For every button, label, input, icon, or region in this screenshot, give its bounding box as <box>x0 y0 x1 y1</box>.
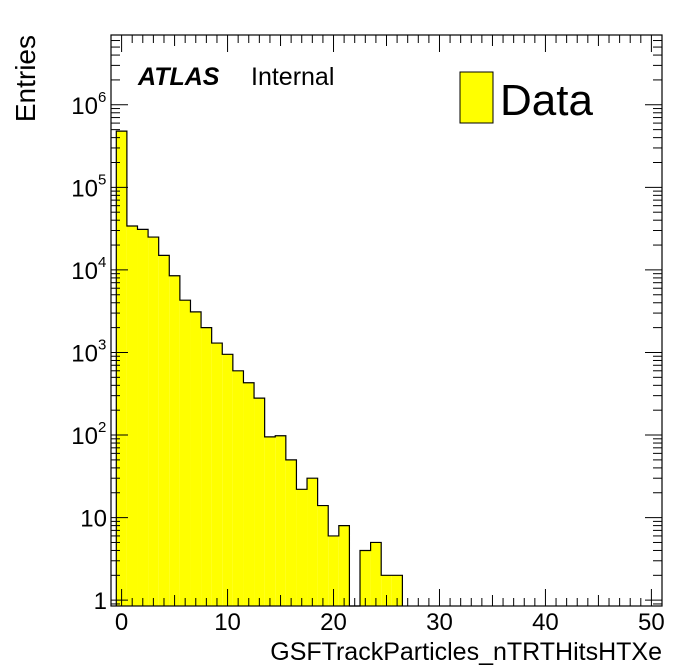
y-tick-label: 1 <box>94 588 107 615</box>
histogram-bar <box>243 382 255 606</box>
histogram-bar <box>222 354 233 606</box>
histogram-bar <box>179 300 191 606</box>
histogram-bar <box>137 229 149 606</box>
y-tick-exponent: 4 <box>98 254 106 271</box>
legend-entry-data: Data <box>500 76 593 125</box>
y-tick-exponent: 5 <box>98 171 106 188</box>
y-tick-label: 10 <box>71 423 98 450</box>
x-tick-label: 10 <box>214 609 241 636</box>
x-tick-label: 20 <box>320 609 347 636</box>
y-tick-label: 10 <box>71 258 98 285</box>
histogram-bar <box>285 459 297 606</box>
x-tick-label: 50 <box>638 609 665 636</box>
histogram-bar <box>264 436 276 606</box>
histogram-bar <box>190 311 202 606</box>
histogram-bar <box>338 525 350 606</box>
histogram-bar <box>201 327 212 606</box>
x-tick-label: 0 <box>115 609 128 636</box>
histogram-bar <box>148 237 159 606</box>
histogram-bar <box>381 575 392 606</box>
x-tick-label: 40 <box>532 609 559 636</box>
histogram-bar <box>169 275 180 606</box>
y-tick-label: 10 <box>71 93 98 120</box>
y-tick-label: 10 <box>71 175 98 202</box>
histogram-bar <box>211 343 223 606</box>
x-tick-labels: 0 10 20 30 40 50 <box>115 609 665 636</box>
histogram-bar <box>296 489 308 606</box>
axis-ticks <box>110 34 663 606</box>
histogram-bar <box>126 226 138 606</box>
y-tick-exponent: 2 <box>98 419 106 436</box>
internal-label: Internal <box>251 63 334 91</box>
histogram-bar <box>158 255 170 606</box>
plot-frame <box>110 34 663 607</box>
histogram-bar <box>391 575 403 606</box>
atlas-label: ATLAS <box>137 63 220 91</box>
histogram-bar <box>317 505 329 606</box>
histogram-bar <box>275 435 286 606</box>
y-tick-exponent: 3 <box>98 336 106 353</box>
histogram-bar <box>254 398 265 606</box>
histogram-bar <box>307 478 318 606</box>
legend-swatch <box>459 71 494 124</box>
histogram-bar <box>328 535 339 606</box>
y-tick-exponent: 6 <box>98 89 106 106</box>
x-axis-title: GSFTrackParticles_nTRTHitsHTXe <box>270 638 662 666</box>
y-axis-title: Entries <box>10 35 41 122</box>
y-tick-label: 10 <box>80 506 107 533</box>
histogram-bar <box>360 550 371 606</box>
x-tick-label: 30 <box>426 609 453 636</box>
histogram-bar <box>370 542 382 606</box>
histogram-bar <box>232 370 244 606</box>
y-tick-label: 10 <box>71 340 98 367</box>
histogram-bar <box>116 131 127 606</box>
